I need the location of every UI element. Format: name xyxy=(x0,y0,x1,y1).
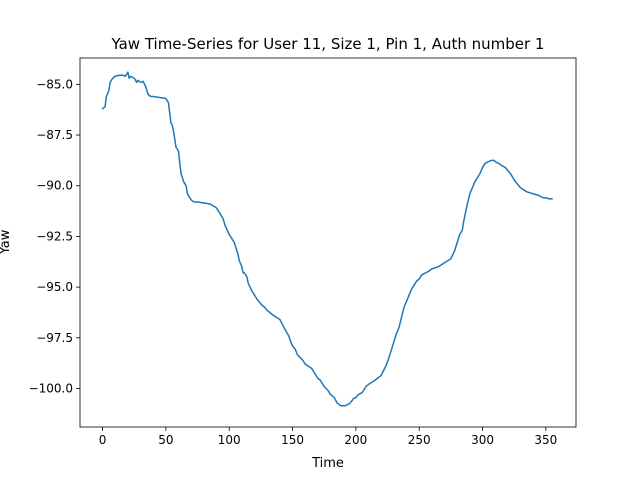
x-tick-label: 150 xyxy=(281,433,304,447)
x-tick-label: 50 xyxy=(158,433,173,447)
x-tick-label: 350 xyxy=(534,433,557,447)
y-axis-ticks: −85.0 −87.5 −90.0 −92.5 −95.0 −97.5 −100.0 xyxy=(29,77,80,395)
x-axis-label: Time xyxy=(311,456,344,471)
x-tick-label: 200 xyxy=(344,433,367,447)
plot-area xyxy=(101,71,553,407)
chart-title: Yaw Time-Series for User 11, Size 1, Pin… xyxy=(111,35,545,53)
y-tick-label: −100.0 xyxy=(29,381,73,395)
x-tick-label: 100 xyxy=(218,433,241,447)
y-tick-label: −95.0 xyxy=(36,280,73,294)
yaw-series-line xyxy=(101,71,553,407)
x-axis-ticks: 0 50 100 150 200 250 300 350 xyxy=(99,427,557,447)
axes-frame xyxy=(79,57,577,428)
x-tick-label: 250 xyxy=(408,433,431,447)
y-tick-label: −97.5 xyxy=(36,331,73,345)
y-tick-label: −87.5 xyxy=(36,128,73,142)
y-axis-label: Yaw xyxy=(0,229,13,255)
x-tick-label: 0 xyxy=(99,433,107,447)
y-tick-label: −92.5 xyxy=(36,229,73,243)
x-tick-label: 300 xyxy=(471,433,494,447)
y-tick-label: −85.0 xyxy=(36,77,73,91)
y-tick-label: −90.0 xyxy=(36,179,73,193)
